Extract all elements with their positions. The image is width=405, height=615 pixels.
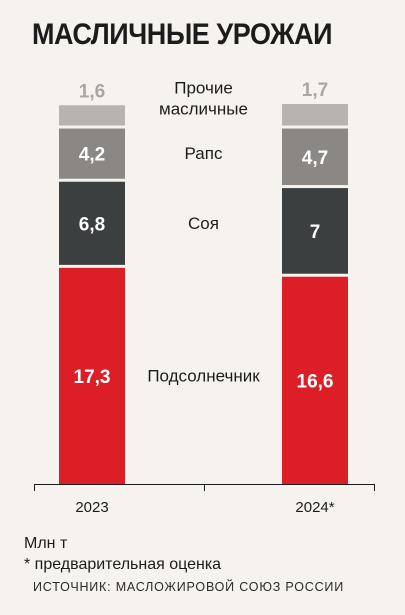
unit-note: Млн т [24,535,68,552]
footnote: * предварительная оценка [24,556,222,573]
bar-segment-0-1 [59,181,125,265]
chart-title: МАСЛИЧНЫЕ УРОЖАИ [32,18,333,51]
series-label-2: Рапс [185,144,223,163]
x-tick-label-0: 2023 [75,499,108,516]
series-label-line-0: Прочие [174,78,233,97]
data-label-1-0: 16,6 [297,371,334,392]
bar-segment-0-3 [59,105,125,126]
bar-segment-1-3 [282,104,348,126]
x-tick-label-1: 2024* [295,499,334,516]
data-label-1-1: 7 [310,222,321,243]
chart-notes: Млн т * предварительная оценка [24,533,221,575]
source-note: ИСТОЧНИК: МАСЛОЖИРОВОЙ СОЮЗ РОССИИ [33,580,344,594]
stacked-bar-chart: 17,3 6,8 4,2 1,6 2023 16,6 7 4,7 1,7 2024* Подсолн… [34,78,375,516]
series-label-0: Подсолнечник [147,366,260,385]
series-label-3: Прочие масличные [159,78,248,118]
data-label-1-2: 4,7 [302,148,328,169]
bar-segment-1-0 [282,276,348,484]
bar-segment-1-1 [282,188,348,274]
bar-segment-0-0 [59,267,125,484]
data-label-1-3: 1,7 [302,80,328,101]
data-label-0-3: 1,6 [79,81,105,102]
data-label-0-2: 4,2 [79,145,105,166]
bar-segment-0-2 [59,128,125,179]
series-label-line-1: масличные [159,99,248,118]
data-label-0-0: 17,3 [74,367,111,388]
bar-segment-1-2 [282,128,348,186]
series-label-1: Соя [188,214,219,233]
data-label-0-1: 6,8 [79,214,105,235]
